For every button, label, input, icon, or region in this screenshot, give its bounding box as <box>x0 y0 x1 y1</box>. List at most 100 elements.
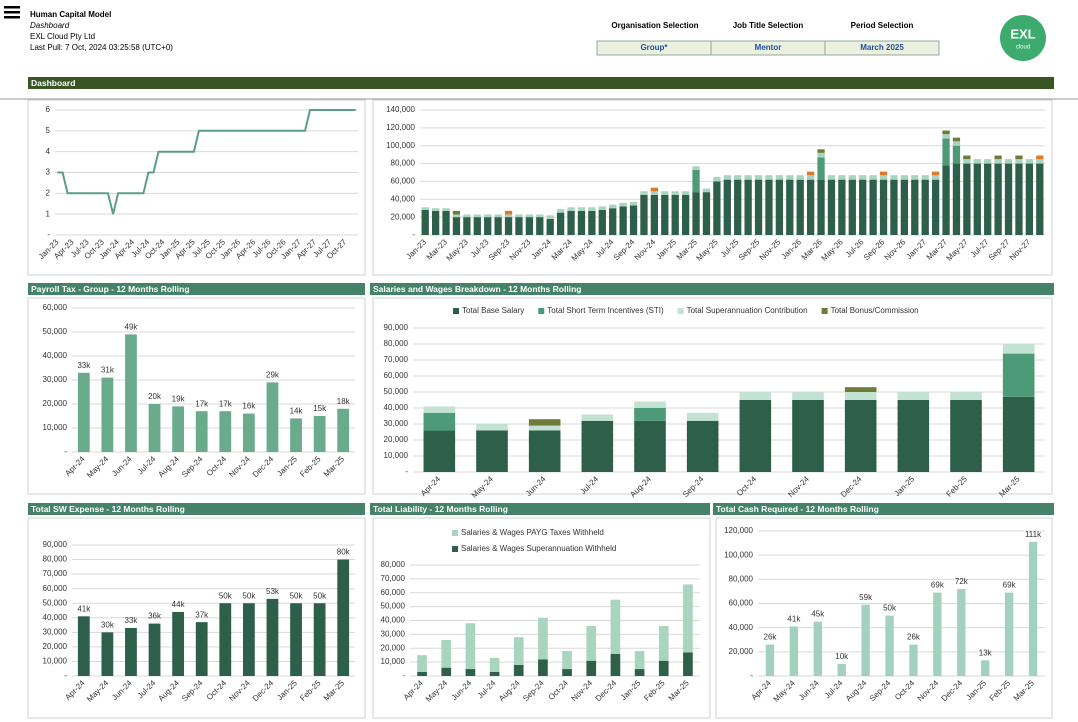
section-title: Dashboard <box>31 78 75 88</box>
bar-segment <box>1036 155 1044 160</box>
bar-segment <box>1015 163 1023 235</box>
title-band <box>28 283 365 295</box>
bar-segment <box>567 207 575 211</box>
y-tick-label: 60,000 <box>384 371 409 380</box>
data-label: 14k <box>290 407 304 416</box>
bar-segment <box>423 412 456 431</box>
chart-title: Payroll Tax - Group - 12 Months Rolling <box>31 284 190 294</box>
selection-value[interactable]: Group* <box>640 43 668 52</box>
bar-segment <box>581 420 614 472</box>
data-label: 41k <box>77 604 91 613</box>
bar <box>313 416 326 452</box>
selection-value[interactable]: Mentor <box>755 43 782 52</box>
legend-label: Total Base Salary <box>462 306 524 315</box>
bar-segment <box>536 214 544 218</box>
y-tick-label: 20,000 <box>43 399 68 408</box>
bar-segment <box>452 210 461 215</box>
bar-segment <box>942 165 950 235</box>
bar <box>290 418 302 452</box>
data-label: 26k <box>907 633 921 642</box>
bar <box>148 404 161 452</box>
bar-segment <box>681 191 690 195</box>
bar-segment <box>556 212 565 235</box>
bar-segment <box>528 430 561 472</box>
chart-title: Total Cash Required - 12 Months Rolling <box>716 504 879 514</box>
selection-label: Organisation Selection <box>611 21 698 30</box>
data-label: 69k <box>931 581 945 590</box>
bar-segment <box>723 175 731 180</box>
y-tick-label: 40,000 <box>391 194 416 203</box>
data-label: 31k <box>101 366 115 375</box>
y-tick-label: 80,000 <box>391 159 416 168</box>
legend-swatch <box>452 530 458 536</box>
y-tick-label: 50,000 <box>43 327 68 336</box>
y-tick-label: 120,000 <box>724 526 753 535</box>
bar-segment <box>786 175 794 180</box>
bar-segment <box>525 214 534 218</box>
title-band <box>28 503 365 515</box>
bar-segment <box>610 599 621 654</box>
bar-segment <box>739 392 772 400</box>
logo <box>1000 15 1046 61</box>
bar-segment <box>713 181 721 235</box>
bar-segment <box>844 400 877 472</box>
bar-segment <box>441 667 452 676</box>
bar-segment <box>890 175 898 180</box>
bar <box>77 616 90 676</box>
bar-segment <box>942 138 950 166</box>
bar-segment <box>796 179 804 235</box>
bar-segment <box>723 179 731 235</box>
company: EXL Cloud Pty Ltd <box>30 32 95 41</box>
bar <box>242 603 255 676</box>
data-label: 50k <box>219 591 233 600</box>
y-tick-label: 70,000 <box>43 569 68 578</box>
bar-segment <box>598 210 606 235</box>
y-tick-label: 70,000 <box>381 574 406 583</box>
bar-segment <box>869 179 877 235</box>
bar-segment <box>848 179 856 235</box>
y-tick-label: 20,000 <box>381 643 406 652</box>
bar-segment <box>931 171 940 176</box>
y-tick-label: - <box>402 671 405 680</box>
bar-segment <box>806 171 815 176</box>
y-tick-label: 60,000 <box>381 588 406 597</box>
bar-segment <box>792 400 824 472</box>
bar-segment <box>634 401 666 408</box>
bar-segment <box>1002 344 1035 354</box>
data-label: 30k <box>101 620 115 629</box>
bar-segment <box>817 149 825 153</box>
data-label: 13k <box>979 648 993 657</box>
bar-segment <box>588 207 596 211</box>
bar-segment <box>931 175 940 180</box>
line <box>57 109 356 215</box>
bar-segment <box>897 392 930 400</box>
bar-segment <box>525 217 534 235</box>
bar-segment <box>952 137 961 142</box>
selection-value[interactable]: March 2025 <box>860 43 904 52</box>
selection-label: Job Title Selection <box>733 21 804 30</box>
menu-icon[interactable] <box>4 6 20 19</box>
bar-segment <box>911 175 919 180</box>
bar-segment <box>844 387 877 392</box>
bar-segment <box>681 194 690 235</box>
bar-segment <box>489 671 500 676</box>
y-tick-label: 20,000 <box>729 647 754 656</box>
y-tick-label: 90,000 <box>384 323 409 332</box>
legend-swatch <box>453 308 459 314</box>
y-tick-label: 10,000 <box>381 657 406 666</box>
selection-label: Period Selection <box>851 21 914 30</box>
bar <box>290 603 302 676</box>
y-tick-label: 80,000 <box>729 574 754 583</box>
bar-segment <box>484 214 492 218</box>
bar-segment <box>546 218 554 235</box>
bar-segment <box>463 214 471 218</box>
y-tick-label: 60,000 <box>729 599 754 608</box>
bar-segment <box>879 179 888 235</box>
y-tick-label: 80,000 <box>381 560 406 569</box>
bar-segment <box>786 179 794 235</box>
bar-segment <box>1025 159 1034 164</box>
bar-segment <box>577 207 586 211</box>
y-tick-label: - <box>412 230 415 239</box>
bar-segment <box>994 159 1002 164</box>
selection-box[interactable] <box>824 40 940 56</box>
